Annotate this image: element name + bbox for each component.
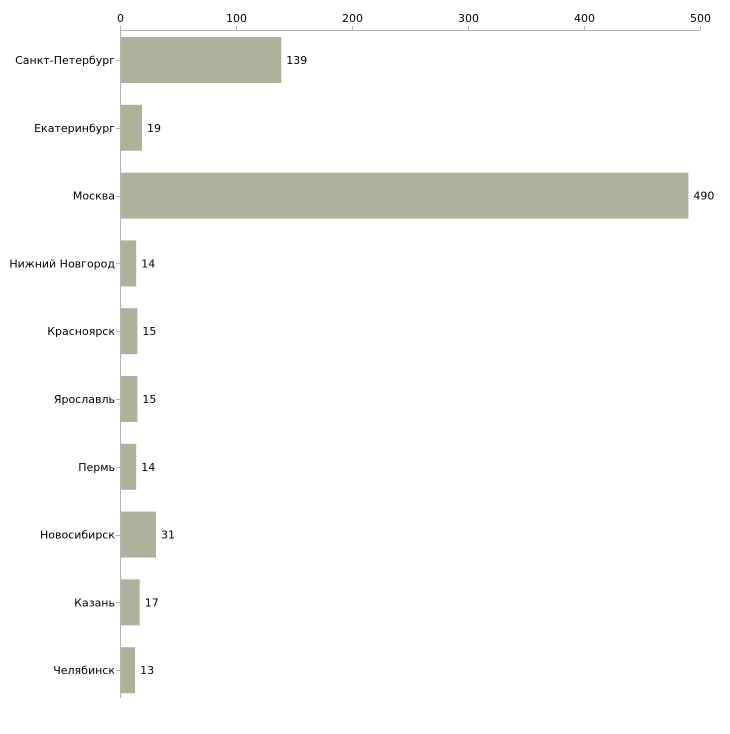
category-label: Москва (73, 190, 115, 203)
category-label: Красноярск (47, 325, 115, 338)
data-label: 15 (142, 325, 156, 338)
x-tick-label: 0 (117, 12, 124, 25)
bar (121, 443, 137, 490)
category-label: Челябинск (53, 664, 115, 677)
bar (121, 511, 156, 558)
x-tick-label: 500 (690, 12, 711, 25)
data-label: 139 (286, 54, 307, 67)
bar (121, 376, 138, 422)
data-label: 13 (140, 664, 154, 677)
bar (121, 37, 282, 83)
bar (121, 647, 136, 694)
category-label: Екатеринбург (34, 122, 115, 135)
x-tick-label: 300 (458, 12, 479, 25)
category-label: Ярославль (54, 393, 115, 406)
data-label: 14 (141, 461, 155, 474)
data-label: 19 (147, 122, 161, 135)
bar (121, 579, 140, 626)
bar (121, 240, 137, 287)
x-tick-label: 400 (574, 12, 595, 25)
bar (121, 104, 143, 151)
data-label: 14 (141, 257, 155, 270)
data-label: 31 (161, 529, 175, 542)
category-label: Казань (74, 596, 115, 609)
bar (121, 308, 138, 355)
category-label: Нижний Новгород (9, 257, 115, 270)
bar (121, 172, 689, 219)
data-label: 17 (145, 596, 159, 609)
data-label: 15 (142, 393, 156, 406)
x-tick-label: 200 (342, 12, 363, 25)
data-label: 490 (693, 190, 714, 203)
category-label: Санкт-Петербург (15, 54, 115, 67)
category-label: Новосибирск (40, 529, 115, 542)
x-tick-label: 100 (226, 12, 247, 25)
category-label: Пермь (78, 461, 115, 474)
